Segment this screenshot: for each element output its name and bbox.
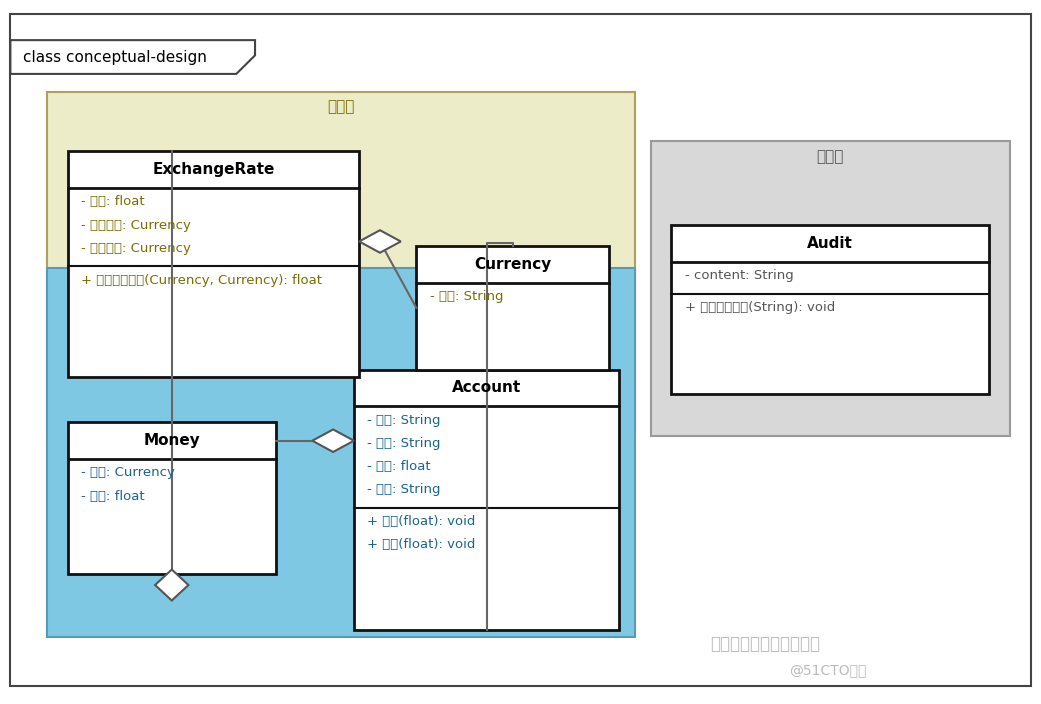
Text: 核心域: 核心域 — [327, 275, 355, 291]
Text: - 数量: float: - 数量: float — [81, 490, 145, 503]
Text: Audit: Audit — [807, 236, 854, 251]
Text: 通用域: 通用域 — [327, 99, 355, 115]
Text: + 转出(float): void: + 转出(float): void — [367, 515, 476, 528]
Text: + 转入(float): void: + 转入(float): void — [367, 539, 476, 551]
Text: - 余额: float: - 余额: float — [367, 460, 431, 473]
Text: - 来源货币: Currency: - 来源货币: Currency — [81, 219, 192, 232]
FancyBboxPatch shape — [671, 225, 989, 394]
Text: 支撑域: 支撑域 — [816, 149, 844, 164]
Text: - 币种: Currency: - 币种: Currency — [81, 467, 175, 479]
Text: - 目标货币: Currency: - 目标货币: Currency — [81, 242, 192, 255]
Polygon shape — [155, 570, 188, 601]
Text: 禅与计算机程序设计艺术: 禅与计算机程序设计艺术 — [710, 635, 820, 653]
Text: - 账号: String: - 账号: String — [367, 484, 441, 496]
Text: ExchangeRate: ExchangeRate — [152, 162, 275, 177]
Polygon shape — [312, 429, 354, 452]
Polygon shape — [359, 230, 401, 253]
Text: Currency: Currency — [474, 257, 552, 272]
Text: - content: String: - content: String — [685, 270, 793, 282]
FancyBboxPatch shape — [354, 370, 619, 630]
FancyBboxPatch shape — [47, 92, 635, 436]
Text: - 编码: String: - 编码: String — [430, 291, 504, 303]
FancyBboxPatch shape — [10, 14, 1031, 686]
Text: + 接收审计内容(String): void: + 接收审计内容(String): void — [685, 301, 835, 314]
Text: - 汇率: float: - 汇率: float — [81, 196, 145, 208]
Polygon shape — [10, 40, 255, 74]
Text: - 币种: String: - 币种: String — [367, 414, 441, 427]
Text: @51CTO博客: @51CTO博客 — [789, 663, 866, 677]
Text: - 储户: String: - 储户: String — [367, 437, 441, 450]
Text: + 获取当前汇率(Currency, Currency): float: + 获取当前汇率(Currency, Currency): float — [81, 274, 323, 287]
FancyBboxPatch shape — [68, 422, 276, 574]
FancyBboxPatch shape — [651, 141, 1010, 436]
Text: class conceptual-design: class conceptual-design — [23, 49, 207, 65]
FancyBboxPatch shape — [47, 268, 635, 637]
Text: Account: Account — [452, 380, 522, 396]
FancyBboxPatch shape — [68, 151, 359, 377]
Text: Money: Money — [144, 433, 200, 448]
FancyBboxPatch shape — [416, 246, 609, 370]
